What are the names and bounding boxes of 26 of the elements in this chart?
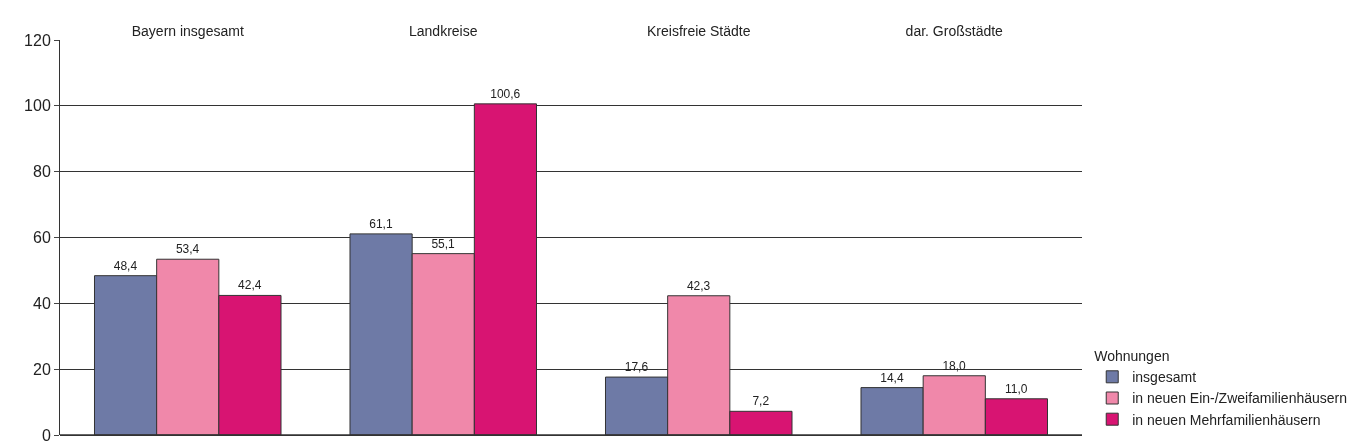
- data-label: 14,4: [880, 370, 904, 385]
- data-label: 53,4: [175, 242, 200, 257]
- legend-label: insgesamt: [1132, 369, 1197, 386]
- y-tick-label: 80: [33, 163, 51, 181]
- y-tick-label: 0: [41, 426, 51, 444]
- data-label: 55,1: [431, 236, 456, 251]
- y-tick-label: 20: [33, 360, 51, 378]
- data-label: 42,3: [686, 278, 711, 293]
- data-label: 100,6: [490, 86, 521, 101]
- data-label: 48,4: [113, 258, 138, 273]
- y-tick-label: 120: [24, 31, 51, 49]
- x-tick-label: Landkreise: [409, 23, 478, 40]
- y-tick-label: 40: [33, 294, 51, 312]
- data-label: 42,4: [238, 278, 262, 293]
- legend-label: in neuen Mehrfamilienhäusern: [1132, 411, 1321, 428]
- data-label: 61,1: [369, 216, 393, 231]
- x-tick-label: Kreisfreie Städte: [647, 23, 751, 40]
- y-tick-label: 100: [24, 97, 51, 115]
- y-tick-label: 60: [33, 229, 51, 247]
- data-label: 11,0: [1005, 381, 1028, 396]
- x-tick-label: dar. Großstädte: [905, 23, 1004, 40]
- legend-title: Wohnungen: [1094, 348, 1170, 365]
- x-tick-label: Bayern insgesamt: [131, 23, 244, 40]
- data-label: 18,0: [942, 358, 967, 373]
- data-label: 7,2: [752, 394, 770, 409]
- legend-label: in neuen Ein-/Zweifamilienhäusern: [1132, 390, 1348, 407]
